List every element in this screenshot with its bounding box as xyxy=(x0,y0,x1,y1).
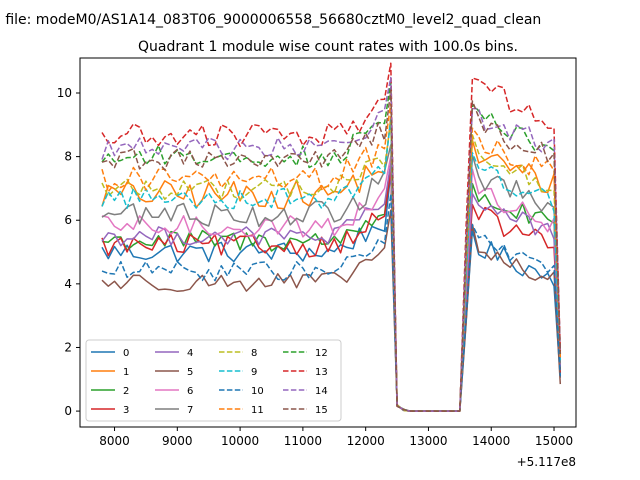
legend-label-3: 3 xyxy=(123,405,129,416)
x-tick-label: 12000 xyxy=(347,434,385,448)
legend-label-8: 8 xyxy=(251,348,257,359)
x-offset-label: +5.117e8 xyxy=(517,455,576,469)
legend-label-7: 7 xyxy=(187,405,193,416)
y-axis: 0 2 4 6 8 10 xyxy=(57,86,80,418)
legend-label-6: 6 xyxy=(187,386,193,397)
x-tick-label: 14000 xyxy=(472,434,510,448)
chart-title: Quadrant 1 module wise count rates with … xyxy=(138,39,518,55)
series-line-11 xyxy=(101,102,562,412)
legend-label-14: 14 xyxy=(315,386,328,397)
legend-label-1: 1 xyxy=(123,367,129,378)
x-tick-label: 11000 xyxy=(284,434,322,448)
legend-label-11: 11 xyxy=(251,405,264,416)
x-axis: 8000 9000 10000 11000 12000 13000 14000 15000 xyxy=(99,427,573,448)
plot-frame xyxy=(79,57,577,428)
legend-label-4: 4 xyxy=(187,348,193,359)
series-line-15 xyxy=(101,89,562,412)
series-line-10 xyxy=(101,193,562,412)
x-tick-label: 9000 xyxy=(162,434,193,448)
legend-label-10: 10 xyxy=(251,386,264,397)
series-line-9 xyxy=(101,118,562,412)
x-tick-label: 8000 xyxy=(99,434,130,448)
y-tick-label: 8 xyxy=(64,150,72,164)
y-tick-label: 10 xyxy=(57,86,72,100)
series-line-14 xyxy=(101,76,562,412)
x-tick-label: 13000 xyxy=(409,434,447,448)
chart-suptitle: n file: modeM0/AS1A14_083T06_9000006558_… xyxy=(0,12,541,28)
y-tick-label: 4 xyxy=(64,277,72,291)
series-layer xyxy=(101,62,562,412)
series-line-8 xyxy=(101,120,562,412)
x-tick-label: 15000 xyxy=(535,434,573,448)
legend-label-13: 13 xyxy=(315,367,328,378)
series-line-13 xyxy=(101,62,562,412)
legend-label-5: 5 xyxy=(187,367,193,378)
series-line-0 xyxy=(101,171,562,412)
legend-label-9: 9 xyxy=(251,367,257,378)
series-line-4 xyxy=(101,161,562,412)
series-line-7 xyxy=(101,144,562,412)
legend-box xyxy=(85,339,342,422)
series-line-12 xyxy=(101,81,562,412)
y-tick-label: 0 xyxy=(64,404,72,418)
legend-label-12: 12 xyxy=(315,348,328,359)
series-line-1 xyxy=(101,116,562,412)
legend-label-2: 2 xyxy=(123,386,129,397)
legend-label-15: 15 xyxy=(315,405,328,416)
legend-label-0: 0 xyxy=(123,348,129,359)
x-tick-label: 10000 xyxy=(221,434,259,448)
y-tick-label: 2 xyxy=(64,340,72,354)
y-tick-label: 6 xyxy=(64,213,72,227)
